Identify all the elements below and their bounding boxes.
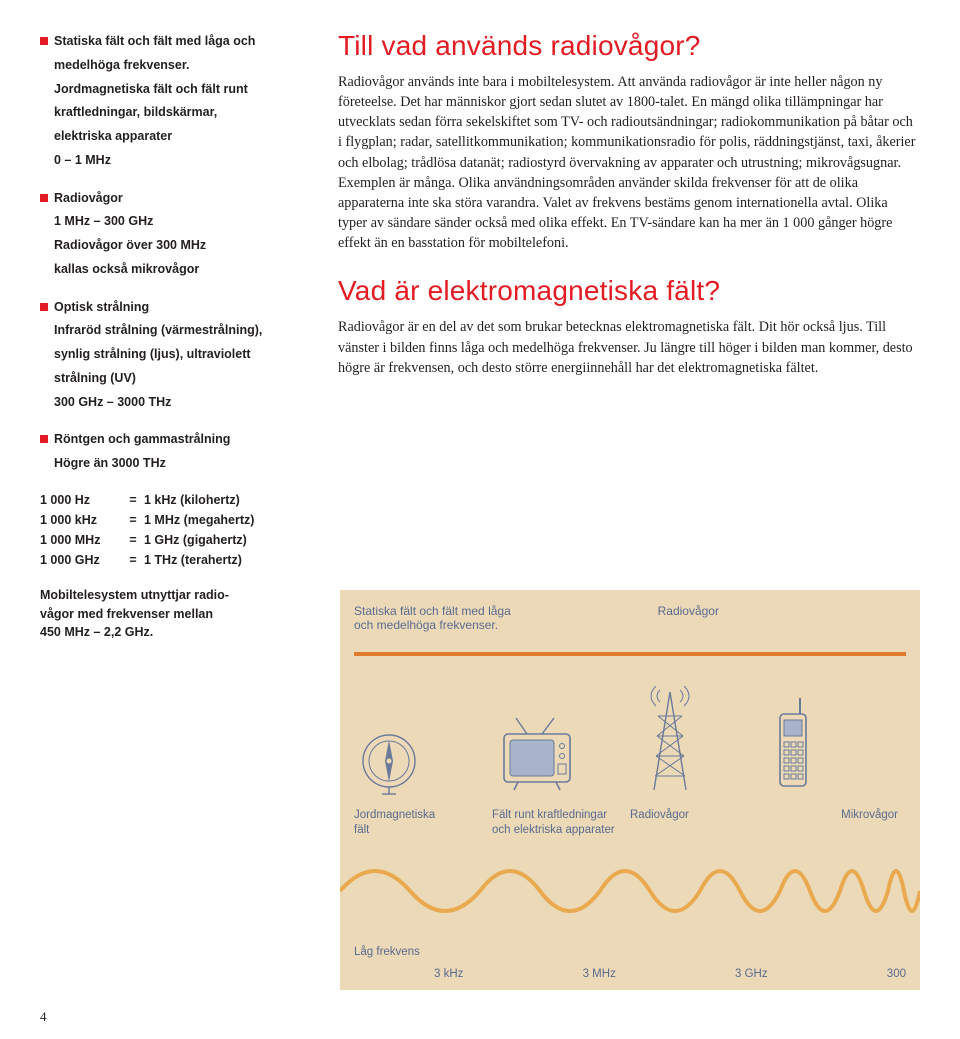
body-paragraph: Radiovågor används inte bara i mobiltele… bbox=[338, 72, 920, 253]
sidebar-text: Radiovågor bbox=[54, 191, 123, 205]
unit-eq: = bbox=[122, 550, 144, 570]
table-row: 1 000 kHz = 1 MHz (megahertz) bbox=[40, 510, 310, 530]
sidebar-text: synlig strålning (ljus), ultraviolett bbox=[40, 343, 310, 367]
unit-eq: = bbox=[122, 490, 144, 510]
unit-eq: = bbox=[122, 530, 144, 550]
sidebar-footnote: Mobiltelesystem utnyttjar radio- vågor m… bbox=[40, 586, 310, 642]
diagram-mid-label-2: Fält runt kraftledningar och elektriska … bbox=[492, 808, 630, 838]
freq-tick: 3 kHz bbox=[434, 968, 463, 980]
unit-left: 1 000 GHz bbox=[40, 550, 122, 570]
footnote-line: vågor med frekvenser mellan bbox=[40, 605, 310, 624]
unit-conversion-table: 1 000 Hz = 1 kHz (kilohertz) 1 000 kHz =… bbox=[40, 490, 310, 570]
sidebar-text: strålning (UV) bbox=[40, 367, 310, 391]
tv-icon bbox=[492, 716, 630, 796]
paragraph-text: Radiovågor är en del av det som brukar b… bbox=[338, 317, 920, 377]
diagram-bar bbox=[354, 652, 906, 656]
sidebar-text: elektriska apparater bbox=[40, 125, 310, 149]
heading-2: Vad är elektromagnetiska fält? bbox=[338, 275, 920, 307]
sidebar-text: kraftledningar, bildskärmar, bbox=[40, 101, 310, 125]
sidebar-bullet-2: Radiovågor bbox=[40, 187, 310, 211]
footnote-line: 450 MHz – 2,2 GHz. bbox=[40, 623, 310, 642]
label-line: och elektriska apparater bbox=[492, 824, 615, 836]
sidebar-text: Högre än 3000 THz bbox=[40, 452, 310, 476]
sidebar-text: 1 MHz – 300 GHz bbox=[40, 210, 310, 234]
table-row: 1 000 MHz = 1 GHz (gigahertz) bbox=[40, 530, 310, 550]
freq-tick: 3 MHz bbox=[583, 968, 616, 980]
unit-eq: = bbox=[122, 510, 144, 530]
sidebar-text: Röntgen och gammastrålning bbox=[54, 432, 230, 446]
freq-label: Låg frekvens bbox=[354, 946, 420, 958]
label-line: fält bbox=[354, 824, 369, 836]
sidebar-text: 0 – 1 MHz bbox=[40, 149, 310, 173]
main-content: Till vad används radiovågor? Radiovågor … bbox=[338, 30, 920, 642]
mobile-phone-icon bbox=[768, 696, 906, 796]
paragraph-text: Radiovågor används inte bara i mobiltele… bbox=[338, 72, 920, 253]
compass-icon bbox=[354, 726, 492, 796]
unit-left: 1 000 MHz bbox=[40, 530, 122, 550]
table-row: 1 000 GHz = 1 THz (terahertz) bbox=[40, 550, 310, 570]
heading-1: Till vad används radiovågor? bbox=[338, 30, 920, 62]
footnote-line: Mobiltelesystem utnyttjar radio- bbox=[40, 586, 310, 605]
body-paragraph: Radiovågor är en del av det som brukar b… bbox=[338, 317, 920, 377]
label-line: Jordmagnetiska bbox=[354, 809, 435, 821]
diagram-top-label-right: Radiovågor bbox=[658, 604, 906, 632]
freq-tick: 300 bbox=[887, 968, 906, 980]
diagram-mid-label-4: Mikrovågor bbox=[768, 808, 906, 838]
diagram-mid-label-3: Radiovågor bbox=[630, 808, 768, 838]
sidebar-text: Statiska fält och fält med låga och bbox=[54, 34, 255, 48]
sidebar-text: kallas också mikrovågor bbox=[40, 258, 310, 282]
unit-left: 1 000 kHz bbox=[40, 510, 122, 530]
unit-right: 1 THz (terahertz) bbox=[144, 550, 310, 570]
unit-left: 1 000 Hz bbox=[40, 490, 122, 510]
label-line: Statiska fält och fält med låga bbox=[354, 604, 511, 618]
sidebar-text: Infraröd strålning (värmestrålning), bbox=[40, 319, 310, 343]
diagram-top-label-left: Statiska fält och fält med låga och mede… bbox=[354, 604, 619, 632]
page-number: 4 bbox=[40, 1009, 47, 1025]
spectrum-diagram: Statiska fält och fält med låga och mede… bbox=[340, 590, 920, 990]
sidebar-bullet-1: Statiska fält och fält med låga och bbox=[40, 30, 310, 54]
unit-right: 1 MHz (megahertz) bbox=[144, 510, 310, 530]
radio-tower-icon bbox=[630, 686, 768, 796]
sidebar-text: Jordmagnetiska fält och fält runt bbox=[40, 78, 310, 102]
freq-tick: 3 GHz bbox=[735, 968, 768, 980]
diagram-mid-label-1: Jordmagnetiska fält bbox=[354, 808, 492, 838]
frequency-axis: Låg frekvens 3 kHz 3 MHz 3 GHz 300 bbox=[354, 968, 906, 980]
table-row: 1 000 Hz = 1 kHz (kilohertz) bbox=[40, 490, 310, 510]
sidebar-bullet-3: Optisk strålning bbox=[40, 296, 310, 320]
label-line: och medelhöga frekvenser. bbox=[354, 618, 498, 632]
sidebar-text: 300 GHz – 3000 THz bbox=[40, 391, 310, 415]
sidebar-text: medelhöga frekvenser. bbox=[40, 54, 310, 78]
sidebar-bullet-4: Röntgen och gammastrålning bbox=[40, 428, 310, 452]
unit-right: 1 kHz (kilohertz) bbox=[144, 490, 310, 510]
sidebar-text: Radiovågor över 300 MHz bbox=[40, 234, 310, 258]
sidebar: Statiska fält och fält med låga och mede… bbox=[40, 30, 310, 642]
label-line: Fält runt kraftledningar bbox=[492, 809, 607, 821]
sidebar-text: Optisk strålning bbox=[54, 300, 149, 314]
unit-right: 1 GHz (gigahertz) bbox=[144, 530, 310, 550]
wave-illustration bbox=[340, 856, 920, 926]
